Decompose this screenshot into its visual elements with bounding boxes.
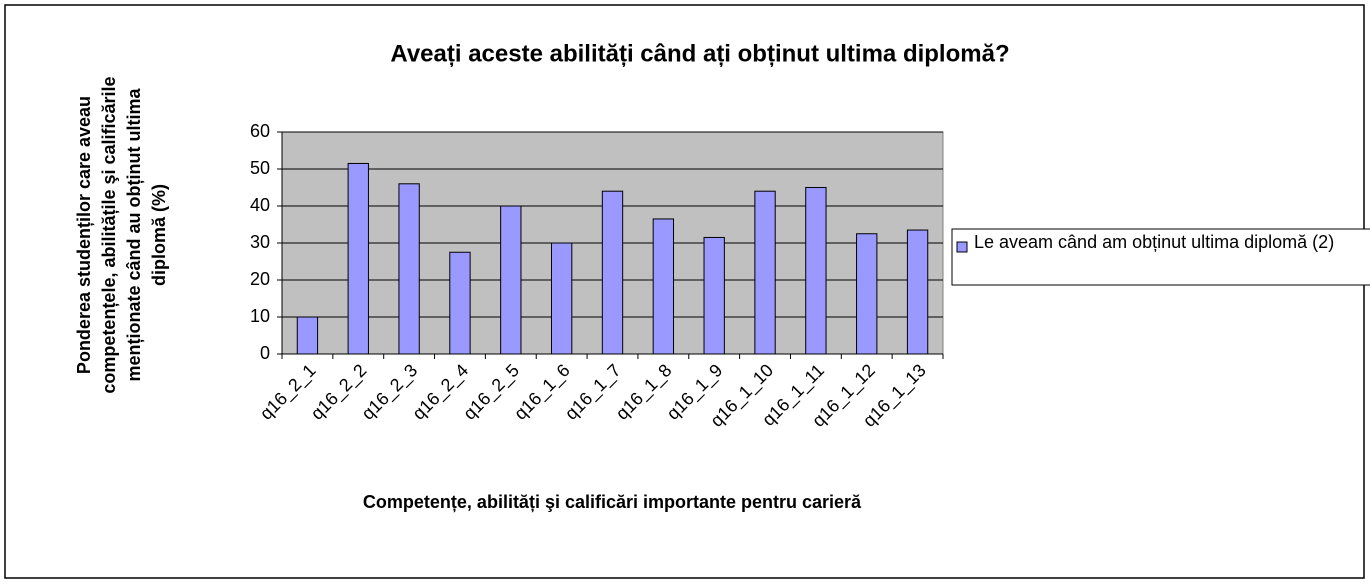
x-axis-label: Competențe, abilități şi calificări impo… xyxy=(362,492,862,512)
bar xyxy=(500,205,522,355)
y-axis-label: Ponderea studenților care aveau competen… xyxy=(74,76,169,394)
bar xyxy=(398,183,420,355)
bar xyxy=(449,251,471,355)
bar xyxy=(652,218,675,355)
bar xyxy=(805,187,827,355)
y-tick-label: 10 xyxy=(250,306,270,326)
y-tick-label: 60 xyxy=(250,121,270,141)
bar xyxy=(347,162,369,355)
legend-label: Le aveam când am obținut ultima diplomă … xyxy=(974,232,1335,252)
chart-title: Aveați aceste abilități când ați obținut… xyxy=(390,40,1009,67)
y-tick-label: 0 xyxy=(260,343,270,363)
bar xyxy=(296,316,319,355)
legend-box xyxy=(951,228,1370,286)
bar xyxy=(601,190,624,355)
bar xyxy=(703,236,725,355)
y-tick-label: 20 xyxy=(250,269,270,289)
bar xyxy=(856,233,878,355)
y-tick-label: 30 xyxy=(250,232,270,252)
bar xyxy=(754,190,776,355)
bar xyxy=(550,242,573,355)
y-tick-label: 40 xyxy=(250,195,270,215)
legend-swatch xyxy=(956,241,968,253)
bar xyxy=(906,229,929,355)
y-tick-label: 50 xyxy=(250,158,270,178)
